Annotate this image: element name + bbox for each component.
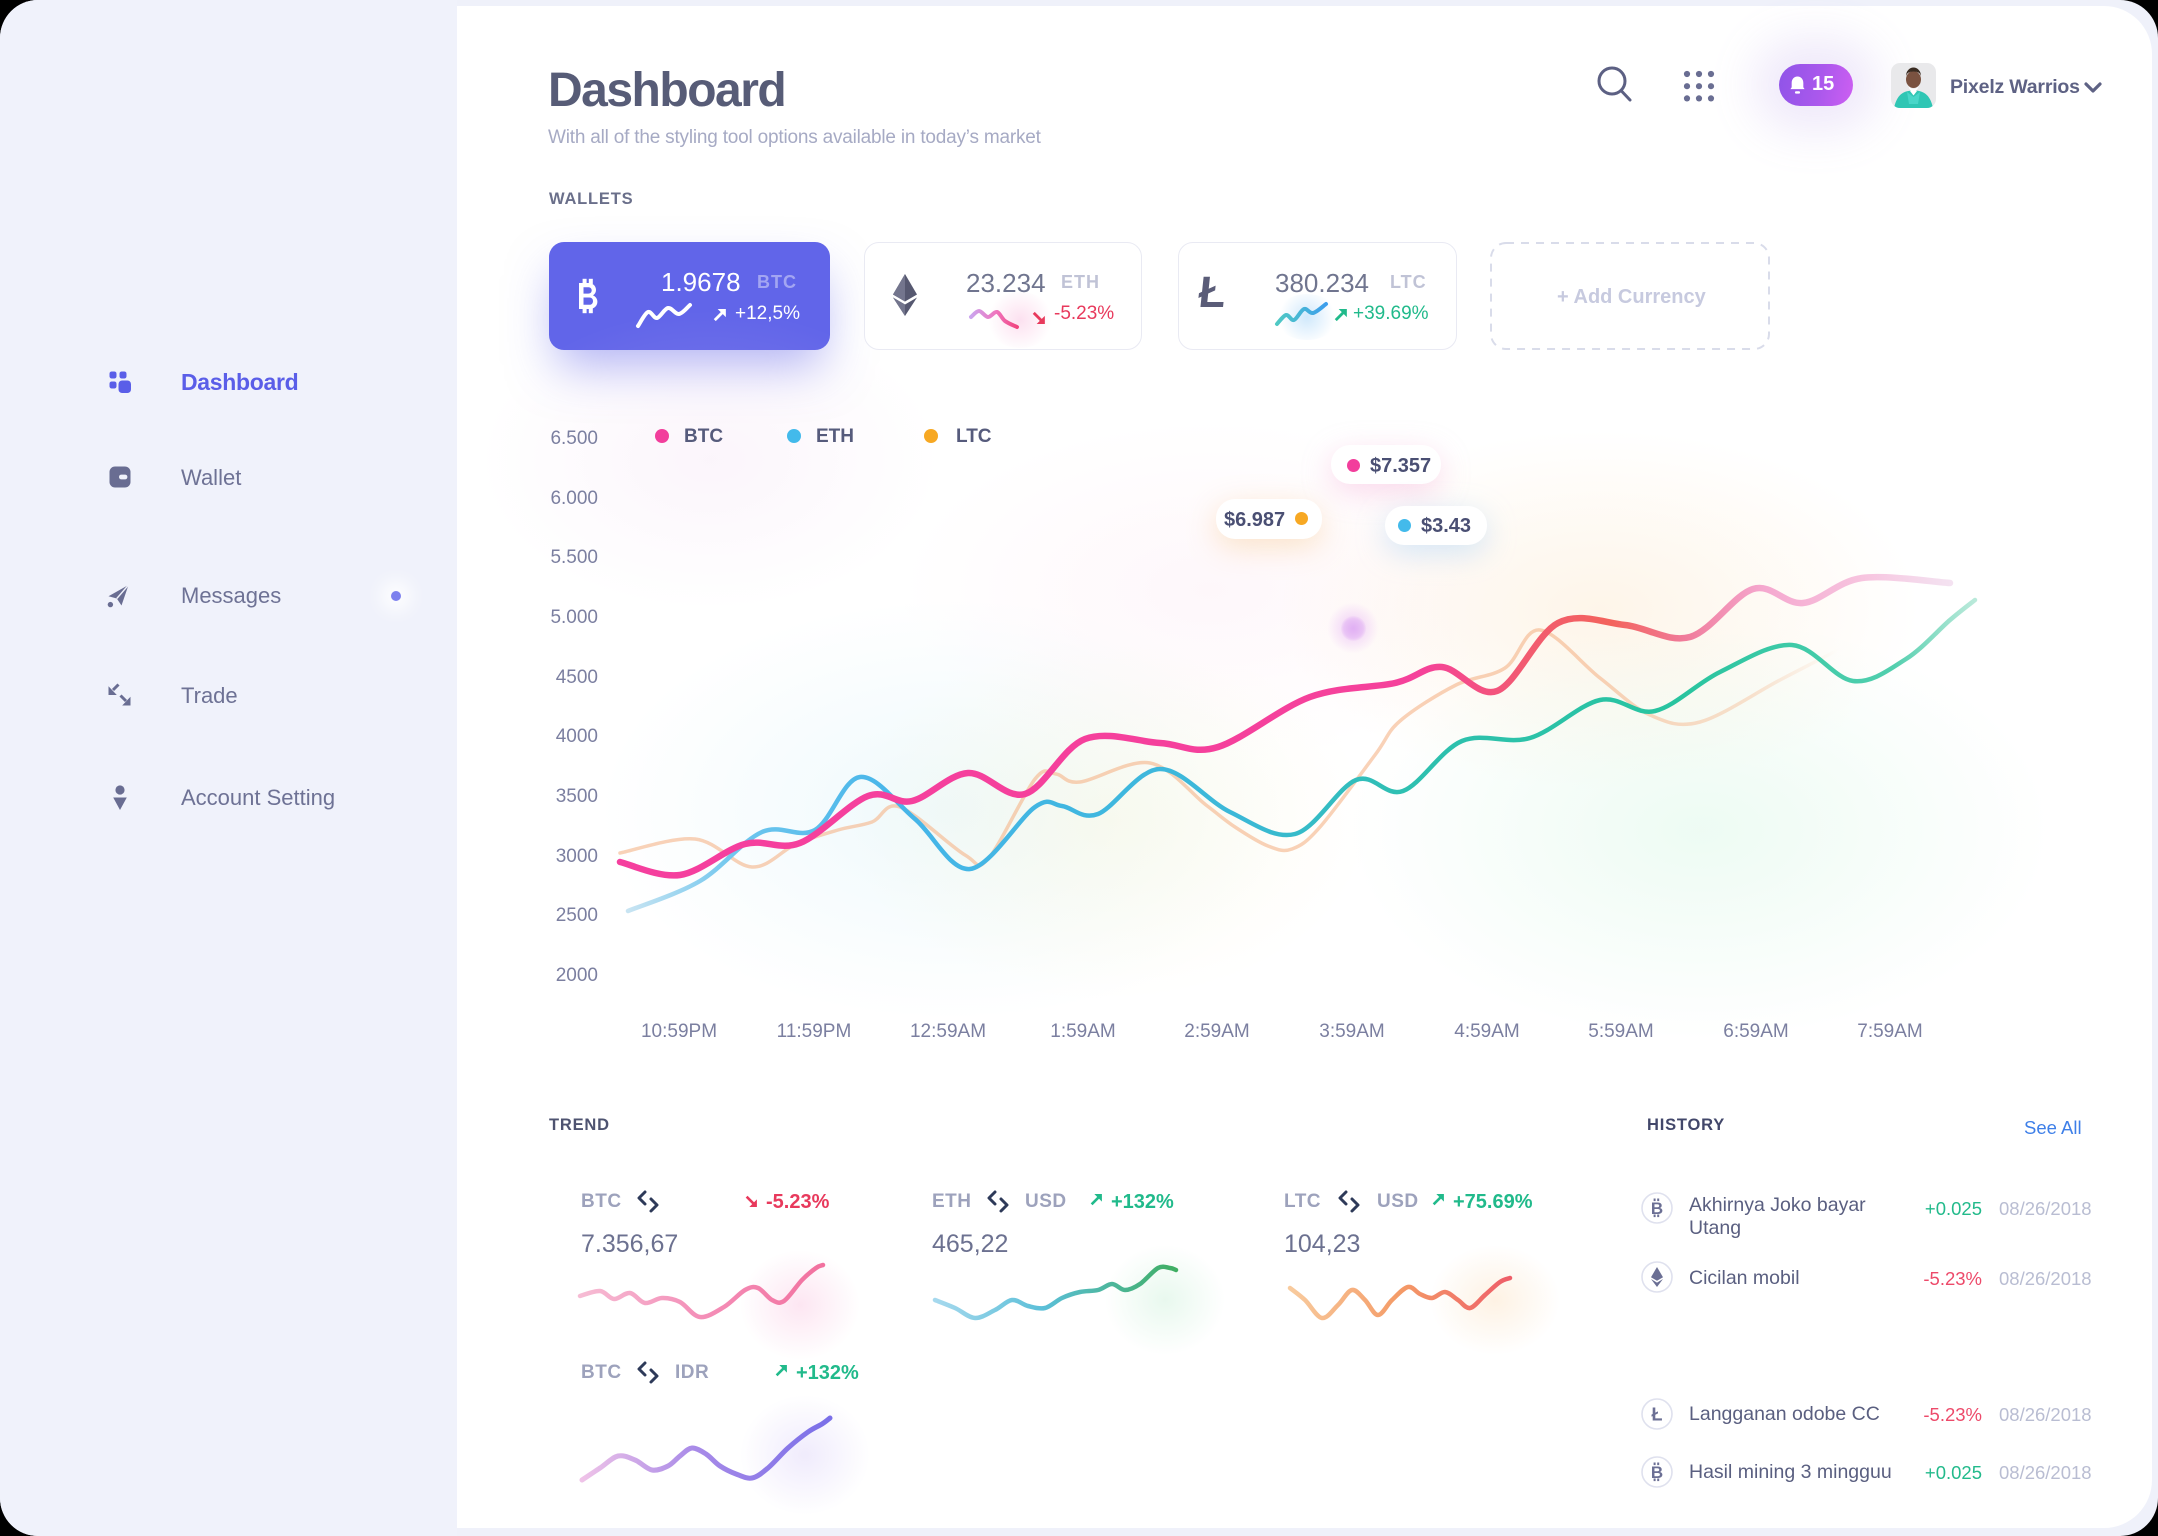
svg-text:B: B [1651, 1463, 1663, 1482]
svg-text:Ł: Ł [1652, 1405, 1663, 1425]
svg-text:B: B [1651, 1199, 1663, 1218]
